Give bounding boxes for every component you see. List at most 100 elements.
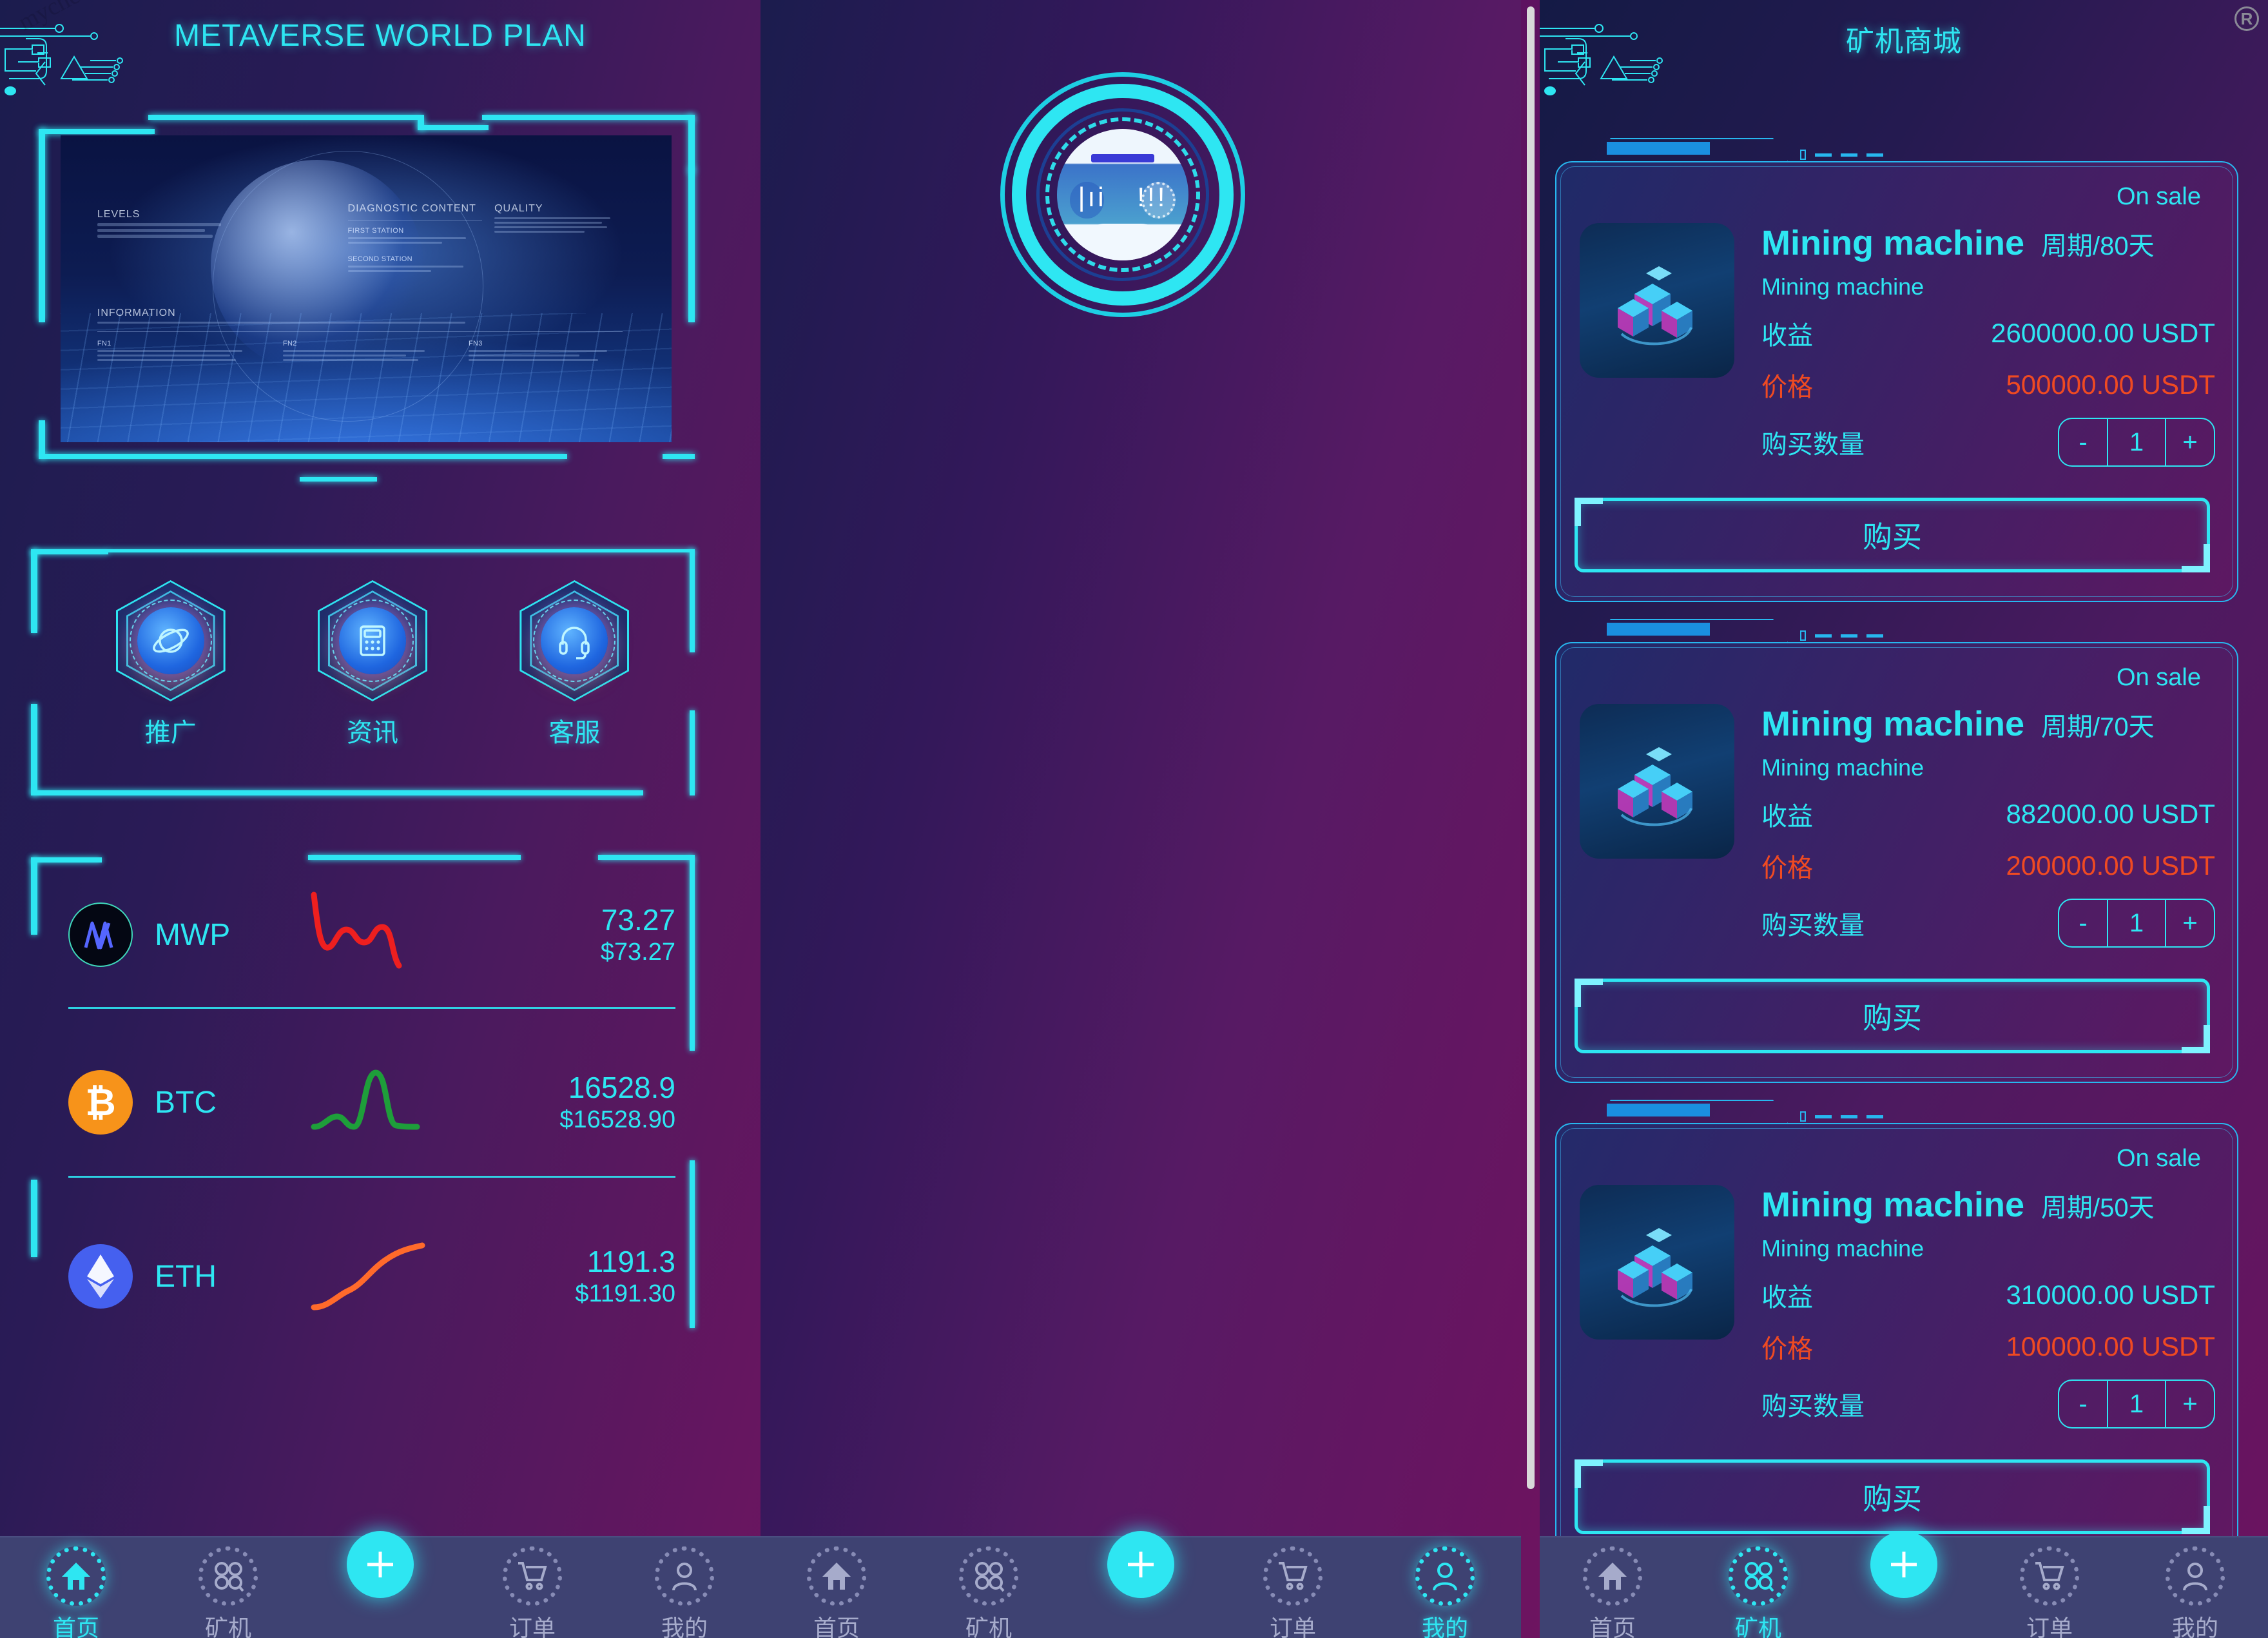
user-icon (2166, 1546, 2225, 1606)
quantity-value[interactable]: 1 (2107, 900, 2166, 946)
quantity-stepper[interactable]: -1 + (2058, 899, 2215, 948)
profile-panel: |ıi !!! 18888888888 ekNBVf (761, 0, 1521, 1638)
mining-machine-list: On sale Mining machine 周期/80天 Mining machin… (1547, 138, 2260, 1604)
mining-machine-card: On sale Mining machine 周期/50天 Mining machin… (1547, 1100, 2260, 1564)
buy-button[interactable]: 购买 (1575, 498, 2210, 572)
tab-label: 我的 (661, 1615, 708, 1638)
panel-scrollbar[interactable] (1521, 0, 1540, 1638)
mining-machine-card: On sale Mining machine 周期/70天 Mining machin… (1547, 619, 2260, 1083)
tab-orders[interactable]: 订单 (1977, 1546, 2122, 1638)
quick-action-label: 资讯 (346, 719, 398, 747)
tab-add[interactable] (304, 1531, 456, 1602)
plus-icon (1107, 1531, 1174, 1598)
home-icon (807, 1546, 866, 1606)
tab-label: 订单 (1269, 1615, 1316, 1638)
market-price-usd: $73.27 (600, 938, 675, 966)
bottom-tabbar-mid: 首页 矿机 (761, 1531, 1521, 1638)
sparkline-mwp (303, 890, 482, 980)
cart-icon (503, 1546, 562, 1606)
price-label: 价格 (1761, 373, 1813, 402)
bottom-tabbar-right: 首页 矿机 (1540, 1531, 2268, 1638)
miner-grid-icon (1729, 1546, 1788, 1606)
quantity-value[interactable]: 1 (2107, 419, 2166, 465)
tab-home[interactable]: 首页 (761, 1546, 913, 1638)
hero-banner-frame: LEVELS DIAGNOSTIC CONTENT FIRST STATION … (31, 111, 695, 459)
market-price: 16528.9 (568, 1071, 675, 1105)
home-icon (46, 1546, 106, 1606)
tab-miner[interactable]: 矿机 (913, 1546, 1065, 1638)
coin-icon-eth (68, 1244, 133, 1309)
tab-label: 首页 (813, 1615, 860, 1638)
increment-button[interactable]: + (2182, 427, 2198, 456)
market-symbol: ETH (155, 1259, 217, 1294)
machine-subtitle: Mining machine (1761, 273, 1924, 300)
mining-machine-image (1580, 223, 1734, 378)
machine-subtitle: Mining machine (1761, 1235, 1924, 1262)
quick-action-promotion[interactable]: 推广 (70, 580, 271, 749)
section-divider (300, 477, 377, 482)
machine-cycle: 周期/70天 (2041, 713, 2155, 741)
market-row[interactable]: ₿ BTC 16528.9 $16528.90 (68, 1038, 675, 1167)
tab-orders[interactable]: 订单 (456, 1546, 608, 1638)
tab-miner[interactable]: 矿机 (152, 1546, 304, 1638)
plus-icon (347, 1531, 414, 1598)
decrement-button[interactable]: - (2079, 1389, 2088, 1418)
tab-add[interactable] (1831, 1531, 1977, 1602)
hero-fn1: FN1 (97, 339, 111, 347)
tab-label: 首页 (52, 1615, 99, 1638)
machine-name: Mining machine (1761, 1185, 2025, 1224)
market-symbol: BTC (155, 1085, 217, 1120)
quantity-stepper[interactable]: -1 + (2058, 1380, 2215, 1428)
price-label: 价格 (1761, 1335, 1813, 1363)
mining-machine-card: On sale Mining machine 周期/80天 Mining machin… (1547, 138, 2260, 602)
tab-miner[interactable]: 矿机 (1685, 1546, 1831, 1638)
market-divider (68, 1176, 675, 1178)
tab-mine[interactable]: 我的 (608, 1546, 761, 1638)
coin-icon-mwp (68, 902, 133, 967)
tab-label: 我的 (2171, 1615, 2218, 1638)
market-price-block: 1191.3 $1191.30 (482, 1244, 675, 1308)
machine-name: Mining machine (1761, 224, 2025, 262)
tab-add[interactable] (1065, 1531, 1217, 1602)
machine-cycle: 周期/50天 (2041, 1194, 2155, 1222)
price-label: 价格 (1761, 854, 1813, 882)
increment-button[interactable]: + (2182, 908, 2198, 937)
news-icon (317, 580, 427, 701)
tab-mine[interactable]: 我的 (1369, 1546, 1521, 1638)
cart-icon (1263, 1546, 1323, 1606)
market-row[interactable]: MWP 73.27 $73.27 (68, 870, 675, 999)
mining-shop-panel: 矿机商城 R On sale Mining machine 周期/80天 Mining… (1540, 0, 2268, 1638)
quantity-stepper[interactable]: -1 + (2058, 418, 2215, 467)
market-price: 73.27 (601, 903, 675, 937)
plus-icon (1870, 1531, 1937, 1598)
quick-action-label: 推广 (144, 719, 197, 747)
market-row[interactable]: ETH 1191.3 $1191.30 (68, 1212, 675, 1341)
tab-home[interactable]: 首页 (0, 1546, 152, 1638)
market-price-usd: $1191.30 (575, 1280, 675, 1307)
hero-second-station: SECOND STATION (347, 255, 412, 263)
page-title: 矿机商城 (1846, 26, 1962, 57)
card-tab-decoration (1595, 619, 1788, 643)
user-icon (655, 1546, 714, 1606)
quantity-value[interactable]: 1 (2107, 1381, 2166, 1427)
tab-mine[interactable]: 我的 (2122, 1546, 2268, 1638)
quick-action-news[interactable]: 资讯 (271, 580, 473, 749)
increment-button[interactable]: + (2182, 1389, 2198, 1418)
tab-orders[interactable]: 订单 (1217, 1546, 1369, 1638)
buy-button[interactable]: 购买 (1575, 1459, 2210, 1534)
price-value: 500000.00 USDT (2006, 369, 2215, 400)
buy-button[interactable]: 购买 (1575, 979, 2210, 1053)
quick-action-support[interactable]: 客服 (474, 580, 675, 749)
cart-icon (2020, 1546, 2079, 1606)
decrement-button[interactable]: - (2079, 908, 2088, 937)
tab-home[interactable]: 首页 (1540, 1546, 1685, 1638)
decrement-button[interactable]: - (2079, 427, 2088, 456)
income-value: 882000.00 USDT (2006, 799, 2215, 829)
user-icon (1415, 1546, 1475, 1606)
card-dots-decoration (1800, 1111, 1883, 1122)
avatar[interactable]: |ıi !!! (1000, 72, 1245, 317)
market-price: 1191.3 (586, 1245, 675, 1279)
quick-action-label: 客服 (548, 719, 601, 747)
market-list-panel: MWP 73.27 $73.27 ₿ BTC (31, 855, 695, 1541)
